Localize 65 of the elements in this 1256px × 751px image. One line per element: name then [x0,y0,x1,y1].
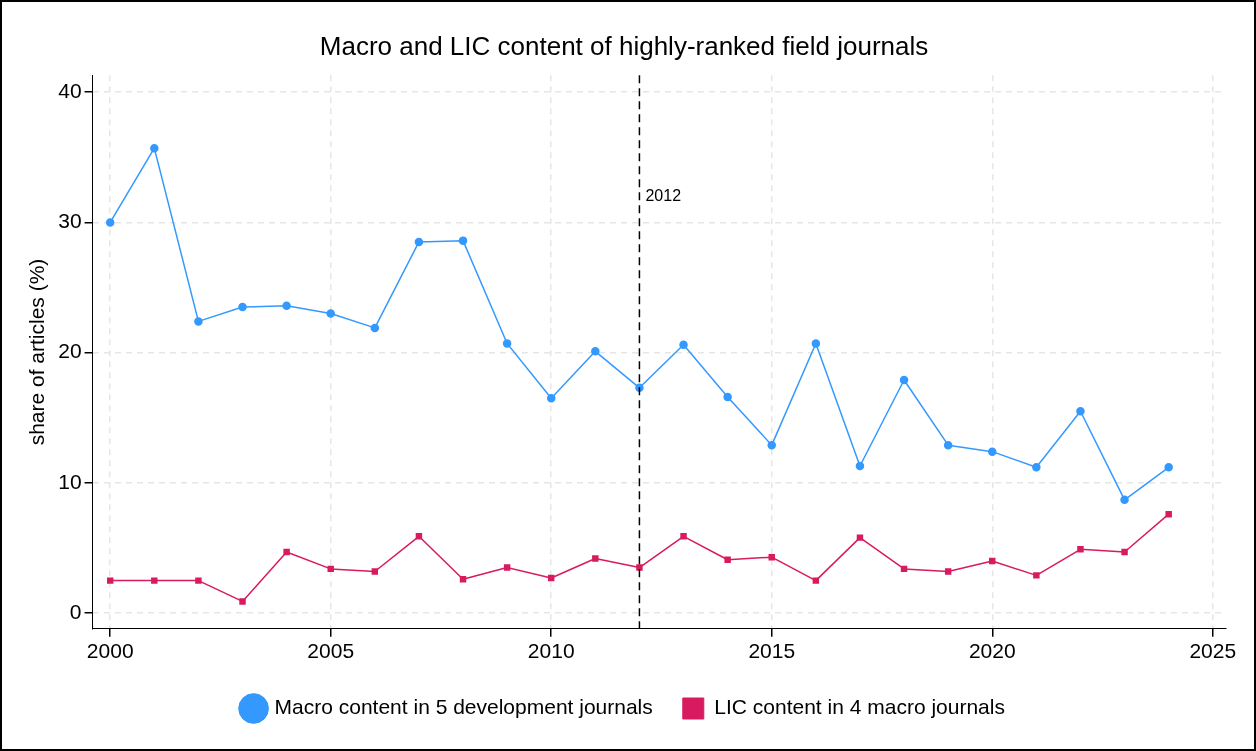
point [855,461,865,471]
point [943,440,953,450]
point [899,375,909,385]
point [856,534,864,541]
point [724,556,731,563]
point [239,598,246,605]
point [812,577,820,584]
point [636,564,643,571]
y-tick-label: 20 [58,339,82,363]
x-tick-label: 2010 [527,639,575,663]
point [944,568,952,575]
point [238,302,247,312]
x-tick-label: 2005 [307,639,355,663]
chart-title: Macro and LIC content of highly-ranked field journals [319,30,929,61]
y-axis-title: share of articles (%) [25,258,49,446]
point [592,555,599,562]
point [1077,546,1084,553]
point [105,218,115,227]
y-tick-label: 40 [58,78,82,102]
point [1164,463,1173,472]
point [194,317,203,326]
point [1165,510,1172,518]
point [283,548,290,556]
point [1121,548,1128,556]
point [767,440,776,450]
point [723,392,732,402]
point [106,577,114,584]
point [415,533,423,540]
point [282,301,291,311]
point [900,565,908,573]
point [326,309,335,318]
point [459,576,467,583]
y-tick-label: 10 [58,469,82,493]
point [1120,495,1129,505]
point [546,393,556,403]
point [502,339,512,348]
point [1033,572,1040,579]
x-tick-label: 2020 [968,639,1016,663]
point [680,533,687,540]
point [811,339,821,348]
point [150,143,159,153]
point [503,564,511,571]
point [768,553,775,561]
y-tick-label: 0 [69,599,82,623]
point [371,568,379,575]
point [591,347,600,356]
legend-label: Macro content in 5 development journals [274,695,653,719]
point [370,323,380,333]
point [151,577,158,584]
point [414,237,424,247]
point [195,577,202,584]
point [327,565,334,573]
point [548,574,555,582]
x-tick-label: 2015 [748,639,796,663]
ref-line-label: 2012 [645,187,682,205]
x-tick-label: 2000 [86,639,134,663]
point [1076,407,1085,416]
legend-label: LIC content in 4 macro journals [714,695,1005,719]
point [679,340,688,350]
point [1032,463,1041,472]
x-tick-label: 2025 [1189,639,1237,663]
y-tick-label: 30 [58,209,82,233]
point [988,447,997,456]
point [458,236,468,245]
point [989,557,996,565]
